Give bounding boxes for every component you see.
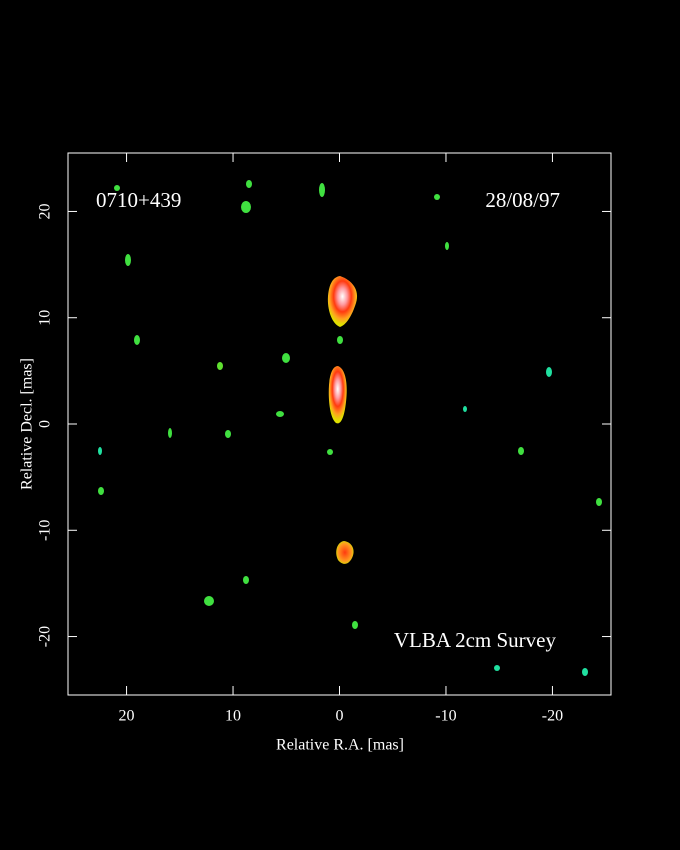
speckles: [98, 180, 602, 676]
survey-label: VLBA 2cm Survey: [394, 628, 557, 652]
y-axis-label: Relative Decl. [mas]: [19, 358, 36, 490]
source: [327, 276, 358, 564]
y-tick-label: 10: [37, 310, 54, 326]
y-tick-label: 0: [37, 420, 54, 428]
epoch: 28/08/97: [485, 188, 560, 212]
x-tick-label: -10: [435, 708, 456, 725]
y-tick-label: -10: [37, 520, 54, 541]
x-tick-label: -20: [542, 708, 563, 725]
y-tick-label: 20: [37, 203, 54, 219]
x-tick-label: 0: [336, 708, 344, 725]
plot-frame: [67, 152, 612, 696]
x-tick-label: 20: [119, 708, 135, 725]
x-axis-label: Relative R.A. [mas]: [276, 737, 404, 754]
x-tick-label: 10: [225, 708, 241, 725]
source-name: 0710+439: [96, 188, 181, 212]
y-tick-label: -20: [37, 626, 54, 647]
